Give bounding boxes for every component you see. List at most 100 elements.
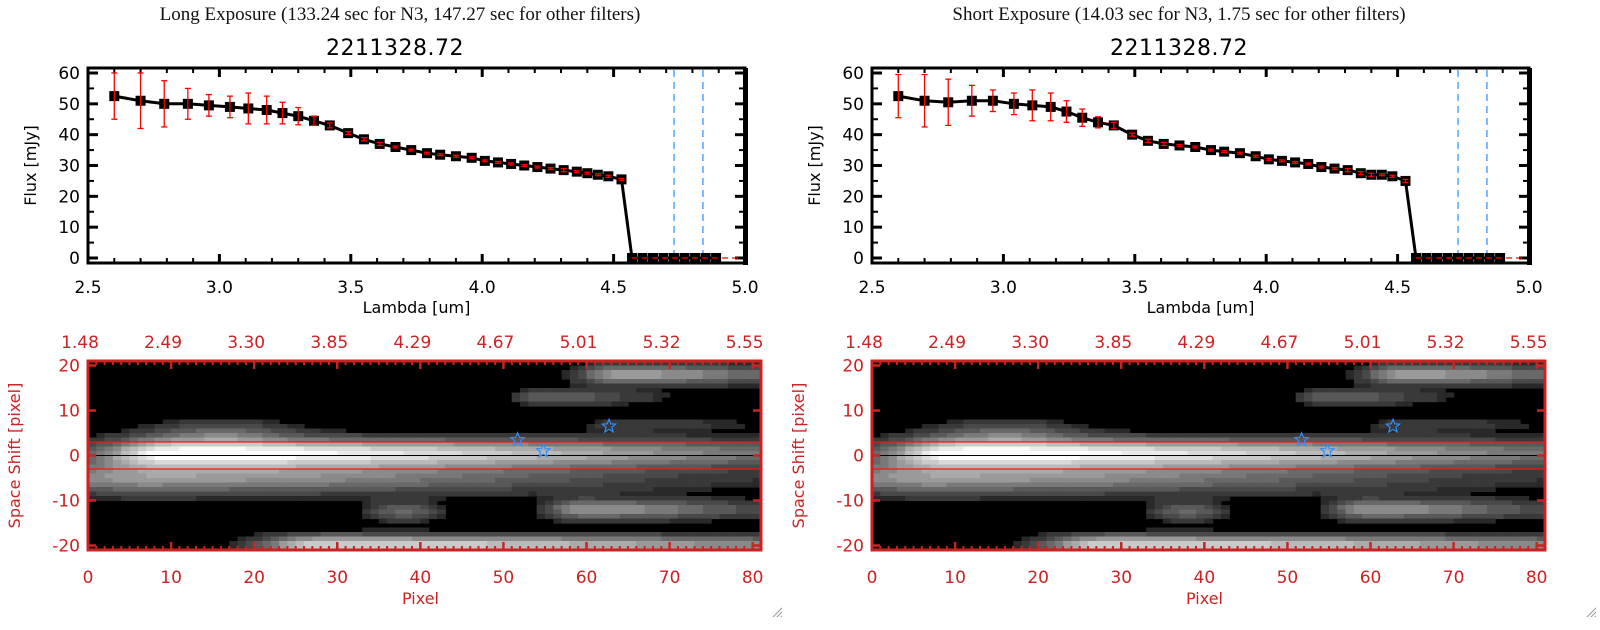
x-tick-label: 2.5: [74, 278, 101, 298]
object-id-title: 2211328.72: [326, 36, 464, 61]
wavelength-tick-label: 1.48: [61, 333, 99, 353]
x-tick-label: 80: [742, 568, 764, 588]
x-tick-label: 4.0: [469, 278, 496, 298]
y-tick-label: 20: [58, 357, 80, 377]
star-marker-icon: [509, 431, 526, 447]
x-axis-label: Pixel: [402, 589, 439, 608]
wavelength-tick-label: 3.30: [1011, 333, 1049, 353]
wavelength-tick-label: 4.67: [477, 333, 515, 353]
spectrum-chart: 0 10 20 30 40 50 60 2.5 3.0 3.5 4.0 4.5 5.0 Lambda [u…: [805, 64, 1543, 317]
x-tick-label: 5.0: [1515, 278, 1542, 298]
image-pixels: [872, 361, 1546, 551]
wavelength-tick-label: 5.32: [1427, 333, 1465, 353]
x-tick-label: 3.5: [1121, 278, 1148, 298]
star-marker-icon: [1384, 417, 1402, 434]
spectral-image-chart: 0 1.48 10 2.49 20 3.30 30 3.85 40 4.29 50 4.67 60 5.0…: [789, 333, 1548, 608]
y-axis-label: Flux [mJy]: [805, 125, 824, 206]
wavelength-tick-label: 3.85: [310, 333, 348, 353]
x-tick-label: 4.5: [1384, 278, 1411, 298]
spectrum-chart: 0 10 20 30 40 50 60 2.5 3.0 3.5 4.0 4.5 5.0 Lambda [u…: [21, 64, 759, 317]
wavelength-tick-label: 1.48: [845, 333, 883, 353]
x-axis-label: Pixel: [1186, 589, 1223, 608]
x-tick-label: 60: [1360, 568, 1382, 588]
wavelength-tick-label: 3.85: [1094, 333, 1132, 353]
panel-title: Long Exposure (133.24 sec for N3, 147.27…: [159, 4, 641, 25]
x-tick-label: 70: [659, 568, 681, 588]
x-tick-label: 20: [1027, 568, 1049, 588]
object-id-title: 2211328.72: [1110, 36, 1248, 61]
y-tick-label: 50: [58, 95, 80, 115]
wavelength-tick-label: 5.01: [1344, 333, 1382, 353]
x-tick-label: 80: [1526, 568, 1548, 588]
x-tick-label: 40: [410, 568, 432, 588]
y-tick-label: 0: [69, 447, 80, 467]
x-tick-label: 2.5: [858, 278, 885, 298]
x-tick-label: 40: [1194, 568, 1216, 588]
y-tick-label: 40: [58, 126, 80, 146]
plot-frame-right-edge: [743, 68, 748, 265]
y-tick-label: 0: [853, 249, 864, 269]
spectral-image-chart: 0 1.48 10 2.49 20 3.30 30 3.85 40 4.29 50 4.67 60 5.0…: [5, 333, 764, 608]
y-tick-label: -10: [836, 492, 864, 512]
y-tick-label: -10: [52, 492, 80, 512]
y-tick-label: 50: [842, 95, 864, 115]
plot-frame-right-edge: [1527, 68, 1532, 265]
y-tick-label: -20: [836, 537, 864, 557]
y-tick-label: 40: [842, 126, 864, 146]
y-tick-label: 20: [842, 187, 864, 207]
y-axis-label: Flux [mJy]: [21, 125, 40, 206]
star-marker-icon: [535, 442, 552, 459]
wavelength-tick-label: 5.55: [1510, 333, 1548, 353]
panel-title: Short Exposure (14.03 sec for N3, 1.75 s…: [952, 4, 1406, 25]
wavelength-tick-label: 2.49: [928, 333, 966, 353]
resize-grip-icon[interactable]: [1584, 605, 1596, 617]
wavelength-tick-label: 2.49: [144, 333, 182, 353]
wavelength-tick-label: 5.55: [726, 333, 764, 353]
x-tick-label: 3.5: [337, 278, 364, 298]
x-tick-label: 5.0: [731, 278, 758, 298]
star-marker-icon: [600, 417, 618, 434]
y-tick-label: -20: [52, 537, 80, 557]
y-axis-label: Space Shift [pixel]: [789, 383, 808, 529]
x-tick-label: 20: [243, 568, 265, 588]
resize-grip-icon[interactable]: [770, 605, 782, 617]
wavelength-tick-label: 3.30: [227, 333, 265, 353]
wavelength-tick-label: 4.67: [1261, 333, 1299, 353]
x-tick-label: 70: [1443, 568, 1465, 588]
x-tick-label: 60: [576, 568, 598, 588]
wavelength-tick-label: 5.32: [643, 333, 681, 353]
x-tick-label: 50: [1277, 568, 1299, 588]
x-tick-label: 3.0: [990, 278, 1017, 298]
x-tick-label: 0: [867, 568, 878, 588]
x-tick-label: 10: [944, 568, 966, 588]
y-tick-label: 10: [58, 218, 80, 238]
x-tick-label: 0: [83, 568, 94, 588]
x-tick-label: 30: [1110, 568, 1132, 588]
y-axis-label: Space Shift [pixel]: [5, 383, 24, 529]
y-tick-label: 30: [842, 157, 864, 177]
y-tick-label: 60: [58, 64, 80, 84]
star-marker-icon: [1319, 442, 1336, 459]
x-tick-label: 30: [326, 568, 348, 588]
y-tick-label: 20: [58, 187, 80, 207]
x-axis-label: Lambda [um]: [1147, 298, 1255, 317]
y-tick-label: 10: [58, 402, 80, 422]
y-tick-label: 0: [853, 447, 864, 467]
short-exposure-panel: Short Exposure (14.03 sec for N3, 1.75 s…: [784, 0, 1574, 630]
y-tick-label: 30: [58, 157, 80, 177]
star-marker-icon: [1293, 431, 1310, 447]
x-tick-label: 4.5: [600, 278, 627, 298]
x-tick-label: 50: [493, 568, 515, 588]
wavelength-tick-label: 4.29: [1177, 333, 1215, 353]
y-tick-label: 60: [842, 64, 864, 84]
image-pixels: [88, 361, 762, 551]
x-tick-label: 3.0: [206, 278, 233, 298]
long-exposure-panel: Long Exposure (133.24 sec for N3, 147.27…: [0, 0, 790, 630]
y-tick-label: 10: [842, 218, 864, 238]
wavelength-tick-label: 5.01: [560, 333, 598, 353]
x-tick-label: 10: [160, 568, 182, 588]
y-tick-label: 10: [842, 402, 864, 422]
y-tick-label: 0: [69, 249, 80, 269]
x-axis-label: Lambda [um]: [363, 298, 471, 317]
wavelength-tick-label: 4.29: [393, 333, 431, 353]
